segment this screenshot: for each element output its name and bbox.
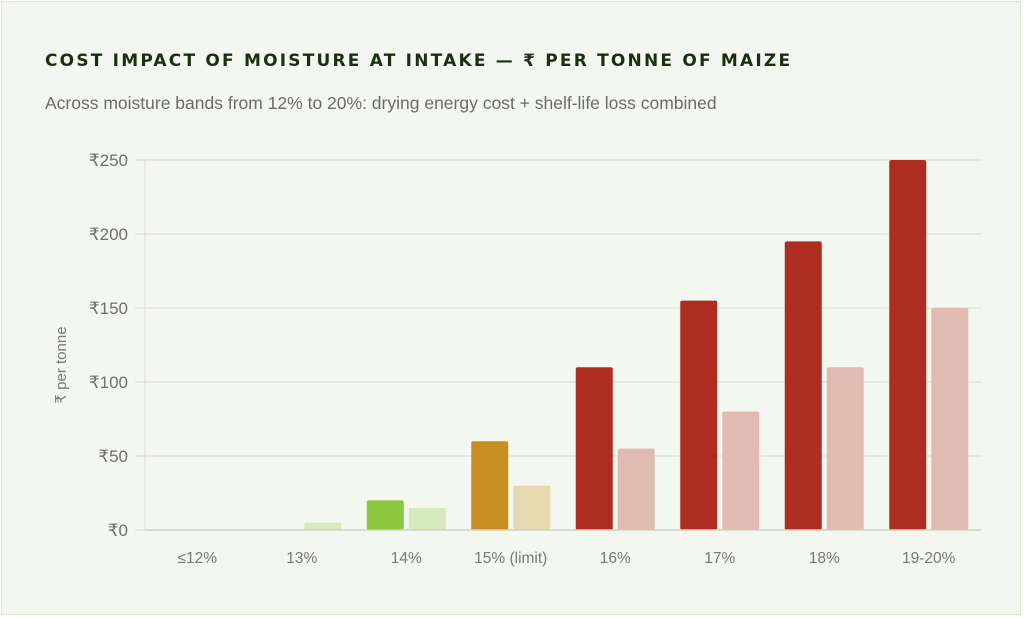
x-tick-label: 14% [391,550,422,567]
bar-secondary-7 [931,308,969,530]
x-tick-label: ≤12% [177,550,217,567]
bar-secondary-4 [617,448,655,530]
x-tick-label: 19-20% [902,550,956,567]
bar-primary-2 [366,500,404,530]
y-tick-label: ₹150 [89,299,128,318]
x-tick-label: 15% (limit) [474,550,547,567]
bar-secondary-2 [408,507,446,530]
bar-primary-4 [575,367,613,530]
x-tick-label: 16% [600,550,631,567]
x-tick-label: 17% [704,550,735,567]
bar-secondary-6 [826,367,864,530]
bars [304,160,969,530]
bar-primary-5 [680,300,718,530]
bar-primary-3 [471,441,509,530]
y-axis-ticks: ₹0 ₹50 ₹100 ₹150 ₹200 ₹250 [89,151,145,540]
bar-primary-7 [889,160,927,530]
bar-secondary-1 [304,522,342,530]
chart-subtitle: Across moisture bands from 12% to 20%: d… [45,93,717,113]
y-tick-label: ₹50 [98,447,128,466]
y-tick-label: ₹0 [108,521,128,540]
y-tick-label: ₹100 [89,373,128,392]
x-tick-label: 13% [286,550,317,567]
y-axis-title: ₹ per tonne [53,326,70,403]
y-tick-label: ₹250 [89,151,128,170]
chart-title: COST IMPACT OF MOISTURE AT INTAKE — ₹ PE… [45,51,793,71]
bar-secondary-5 [722,411,760,530]
y-tick-label: ₹200 [89,225,128,244]
bar-primary-6 [784,241,822,530]
x-axis-labels: ≤12% 13% 14% 15% (limit) 16% 17% 18% 19-20% [177,550,955,567]
bar-secondary-3 [513,485,551,530]
x-tick-label: 18% [809,550,840,567]
